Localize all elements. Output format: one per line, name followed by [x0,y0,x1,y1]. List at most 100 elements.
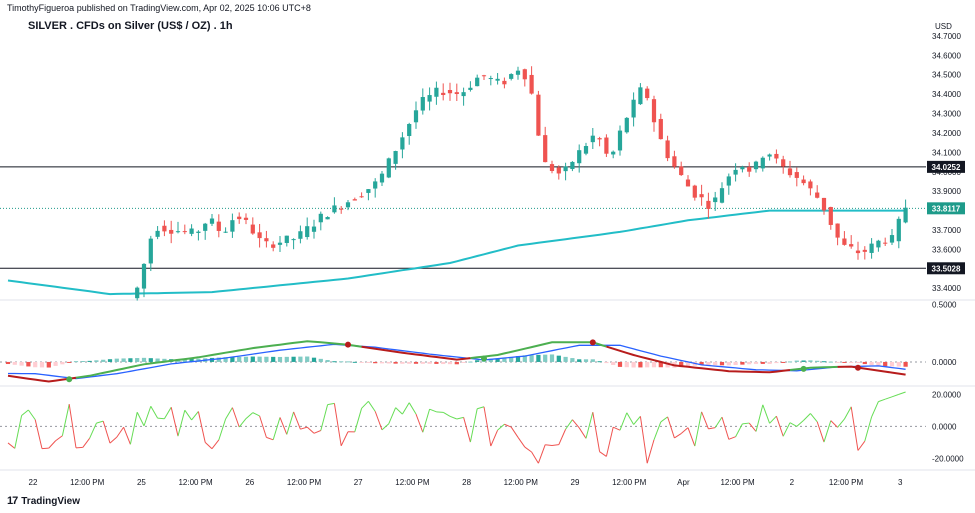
candle-body [325,217,330,220]
macd-line [470,341,607,360]
oscillator-line-segment [565,419,573,430]
oscillator-line-segment [123,427,131,445]
macd-histogram-bar [747,361,752,365]
x-axis-tick-label: 12:00 PM [504,478,539,487]
macd-axis-tick-label: 0.0000 [932,358,957,367]
macd-histogram-bar [842,361,847,363]
oscillator-line-segment [762,404,771,424]
candle-body [753,161,759,170]
candle-body [815,192,820,198]
macd-histogram-bar [189,358,194,362]
macd-histogram-bar [631,361,636,368]
candle-body [556,167,561,174]
candle-body [522,69,527,80]
x-axis-tick-label: 12:00 PM [612,478,647,487]
x-axis-tick-label: 12:00 PM [70,478,105,487]
oscillator-line-segment [96,420,104,424]
oscillator-line-segment [27,409,36,420]
currency-label: USD [935,22,952,31]
macd-histogram-bar [604,361,609,364]
oscillator-line-segment [504,423,512,428]
oscillator-line-segment [742,422,750,425]
oscillator-line-segment [578,427,587,439]
candle-body [611,151,616,155]
tradingview-logo[interactable]: 17 TradingView [7,495,80,507]
macd-histogram-bar [733,361,738,366]
macd-histogram-bar [60,361,65,365]
macd-histogram-bar [794,360,799,362]
macd-histogram-bar [243,356,249,362]
oscillator-line-segment [674,433,682,439]
candle-body [407,123,412,137]
oscillator-line-segment [157,417,165,420]
oscillator-line-segment [694,411,703,447]
candle-body [271,244,276,248]
macd-histogram-bar [767,361,772,364]
oscillator-line-segment [810,413,818,423]
macd-histogram-bar [223,357,228,362]
macd-histogram-bar [325,360,330,362]
x-axis-tick-label: 2 [790,478,795,487]
macd-histogram-bar [570,358,575,362]
oscillator-line-segment [89,422,97,439]
macd-histogram-bar [509,356,514,362]
candle-body [876,240,881,248]
macd-histogram-bar [903,361,908,367]
candle-body [209,218,215,224]
macd-histogram-bar [808,360,813,362]
macd-histogram-bar [801,360,806,362]
oscillator-line-segment [572,419,580,429]
oscillator-line-segment [837,418,845,428]
level-price-badge [927,160,965,173]
macd-line [837,365,906,376]
macd-histogram-bar [94,360,99,362]
macd-histogram-bar [529,355,534,362]
oscillator-line-segment [633,416,641,425]
macd-histogram-bar [366,361,371,363]
oscillator-line-segment [163,406,172,419]
candle-body [250,224,255,234]
candle-body [481,75,487,77]
oscillator-line-segment [646,439,655,464]
candle-body [577,150,582,164]
macd-line [606,345,791,374]
candle-body [781,159,786,167]
macd-histogram-bar [250,356,255,362]
macd-histogram-bar [373,361,378,364]
macd-histogram-bar [53,361,58,366]
macd-histogram-bar [815,360,820,362]
candle-body [733,169,738,175]
oscillator-line-segment [483,406,492,447]
oscillator-line-segment [177,410,186,437]
candle-body [638,87,643,105]
oscillator-line-segment [524,446,532,453]
oscillator-line-segment [463,417,471,443]
oscillator-line-segment [497,423,505,431]
chart-title: SILVER . CFDs on Silver (US$ / OZ) . 1h [28,20,233,32]
oscillator-line-segment [333,403,342,446]
oscillator-line-segment [436,411,444,413]
candle-body [413,110,419,123]
candle-body [645,88,650,99]
macd-line [75,340,362,379]
candle-body [787,168,793,176]
candle-body [883,242,888,244]
candle-body [665,140,670,159]
macd-histogram-bar [332,361,337,363]
candle-body [855,250,861,254]
macd-histogram-bar [447,361,453,365]
macd-histogram-bar [359,361,364,363]
candle-body [447,89,453,94]
candle-body [679,166,684,176]
oscillator-line-segment [116,426,125,438]
candle-body [400,137,405,150]
oscillator-line-segment [626,412,635,425]
macd-histogram-bar [73,361,79,363]
macd-cross-down-marker [855,364,861,371]
macd-histogram-bar [760,361,765,364]
candle-body [509,74,514,79]
oscillator-line-segment [218,418,227,441]
macd-histogram-bar [726,361,731,366]
macd-signal-line [8,343,906,380]
